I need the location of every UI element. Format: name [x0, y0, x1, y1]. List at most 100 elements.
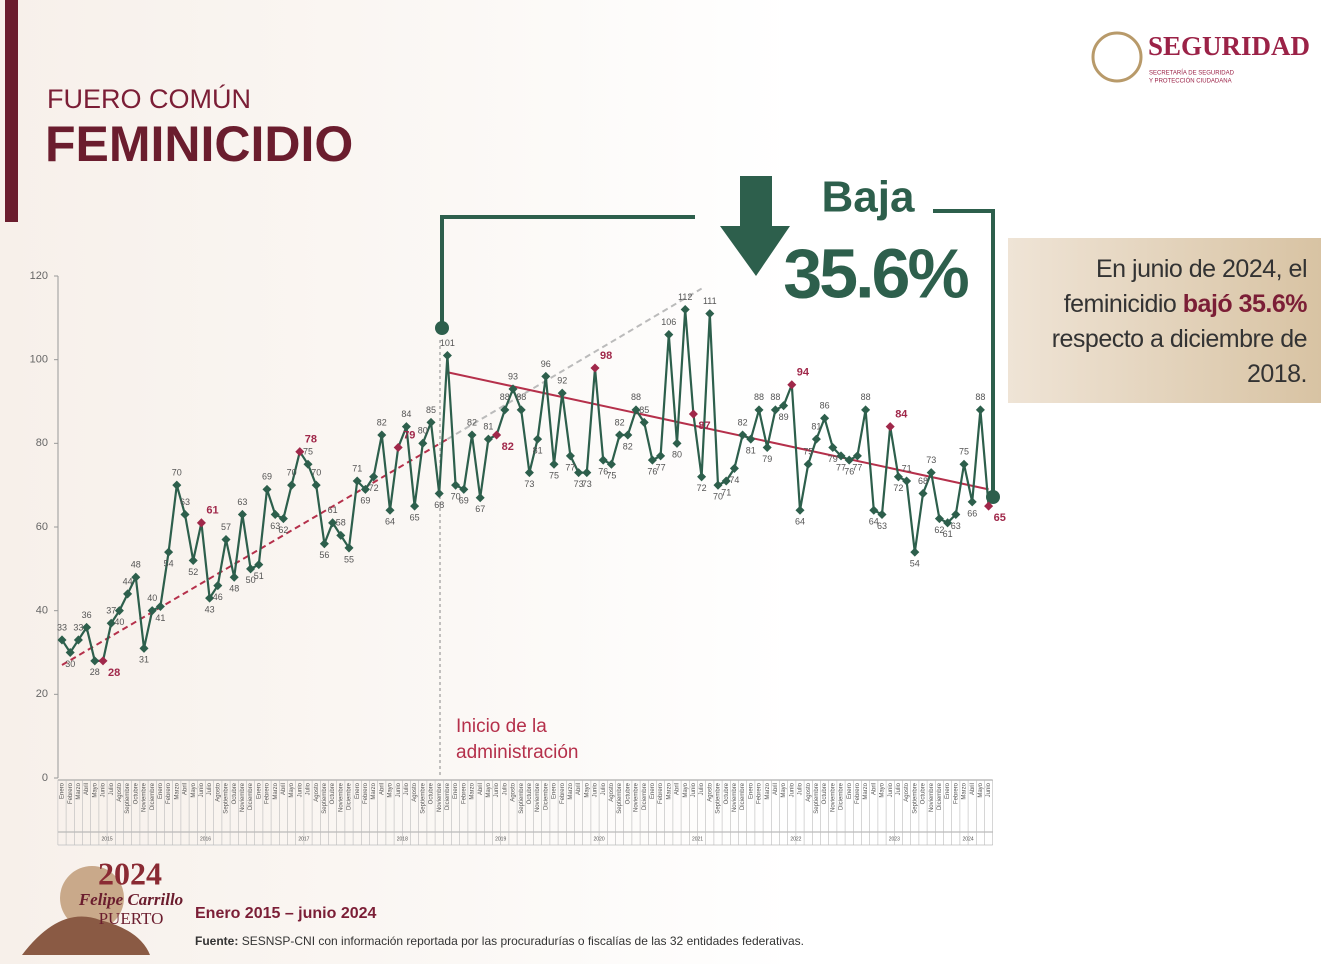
data-label: 82 [738, 417, 748, 427]
x-tick-label: Abril [675, 783, 681, 795]
callout-text: respecto a diciembre de 2018. [1052, 325, 1307, 388]
data-label: 77 [656, 462, 666, 472]
marker [377, 430, 386, 439]
marker [968, 497, 977, 506]
marker [861, 405, 870, 414]
data-label: 69 [262, 472, 272, 482]
data-label: 48 [131, 560, 141, 570]
x-tick-label: Enero [256, 782, 262, 799]
data-label: 98 [600, 350, 612, 362]
data-label: 75 [549, 471, 559, 481]
x-tick-label: Marzo [470, 782, 476, 799]
data-label: 65 [994, 512, 1006, 524]
x-tick-label: Junio [101, 782, 107, 797]
x-tick-label: Septiembre [617, 782, 623, 813]
marker [271, 510, 280, 519]
marker [541, 372, 550, 381]
x-tick-label: Abril [970, 783, 976, 795]
x-tick-label: Diciembre [543, 782, 549, 810]
x-tick-label: Febrero [363, 782, 369, 804]
marker [221, 535, 230, 544]
x-tick-label: Septiembre [912, 782, 918, 813]
x-tick-label: Abril [379, 783, 385, 795]
marker [189, 556, 198, 565]
data-label: 92 [557, 376, 567, 386]
x-tick-label: Enero [650, 782, 656, 799]
brand-sub: Y PROTECCIÓN CIUDADANA [1149, 78, 1232, 85]
x-tick-label: Marzo [962, 782, 968, 799]
x-tick-label: Marzo [371, 782, 377, 799]
marker [123, 589, 132, 598]
year-label: 2020 [594, 836, 605, 842]
marker [525, 468, 534, 477]
marker [590, 364, 599, 373]
data-label: 74 [729, 475, 739, 485]
data-label: 61 [206, 505, 218, 517]
x-tick-label: Marzo [666, 782, 672, 799]
bracket-end [435, 321, 449, 335]
data-label: 81 [746, 446, 756, 456]
x-tick-label: Agosto [904, 782, 910, 801]
year-label: 2024 [963, 836, 974, 842]
x-tick-label: Julio [109, 782, 115, 795]
data-label: 81 [811, 422, 821, 432]
data-label: 86 [820, 401, 830, 411]
data-label: 84 [401, 409, 411, 419]
x-tick-label: Mayo [289, 782, 295, 797]
data-label: 37 [106, 606, 116, 616]
marker [697, 472, 706, 481]
marker [607, 460, 616, 469]
marker [312, 481, 321, 490]
x-tick-label: Noviembre [929, 782, 935, 812]
year-label: 2015 [102, 836, 113, 842]
data-label: 40 [114, 617, 124, 627]
marker [467, 430, 476, 439]
marker [566, 451, 575, 460]
source: Fuente: SESNSP-CNI con información repor… [195, 934, 804, 948]
marker [435, 489, 444, 498]
marker [279, 514, 288, 523]
data-label: 63 [180, 497, 190, 507]
data-label: 75 [303, 447, 313, 457]
x-tick-label: Octubre [724, 782, 730, 804]
marker [689, 410, 698, 419]
x-tick-label: Febrero [461, 782, 467, 804]
marker [254, 560, 263, 569]
marker [131, 573, 140, 582]
year-label: 2022 [790, 836, 801, 842]
y-tick-label: 100 [30, 354, 48, 366]
data-label: 82 [377, 417, 387, 427]
x-tick-label: Diciembre [937, 782, 943, 810]
marker [959, 460, 968, 469]
marker [197, 518, 206, 527]
marker [582, 468, 591, 477]
x-tick-label: Mayo [880, 782, 886, 797]
marker [812, 435, 821, 444]
marker [410, 502, 419, 511]
data-label: 51 [254, 571, 264, 581]
year-label: 2018 [397, 836, 408, 842]
marker [746, 435, 755, 444]
marker [180, 510, 189, 519]
x-tick-label: Mayo [584, 782, 590, 797]
data-label: 36 [82, 610, 92, 620]
data-label: 30 [65, 659, 75, 669]
data-label: 87 [698, 420, 710, 432]
marker [484, 435, 493, 444]
accent-bar [5, 0, 18, 222]
x-tick-label: Diciembre [642, 782, 648, 810]
x-tick-label: Septiembre [420, 782, 426, 813]
y-tick-label: 20 [36, 688, 48, 700]
title: FEMINICIDIO [45, 116, 353, 172]
y-tick-label: 40 [36, 605, 48, 617]
marker [820, 414, 829, 423]
data-label: 71 [352, 463, 362, 473]
data-label: 88 [975, 392, 985, 402]
data-label: 82 [615, 417, 625, 427]
year-label: 2016 [200, 836, 211, 842]
x-tick-label: Mayo [683, 782, 689, 797]
callout: En junio de 2024, el feminicidio bajó 35… [1008, 238, 1321, 403]
x-tick-label: Noviembre [437, 782, 443, 812]
y-tick-label: 0 [42, 772, 48, 784]
data-label: 101 [440, 338, 455, 348]
